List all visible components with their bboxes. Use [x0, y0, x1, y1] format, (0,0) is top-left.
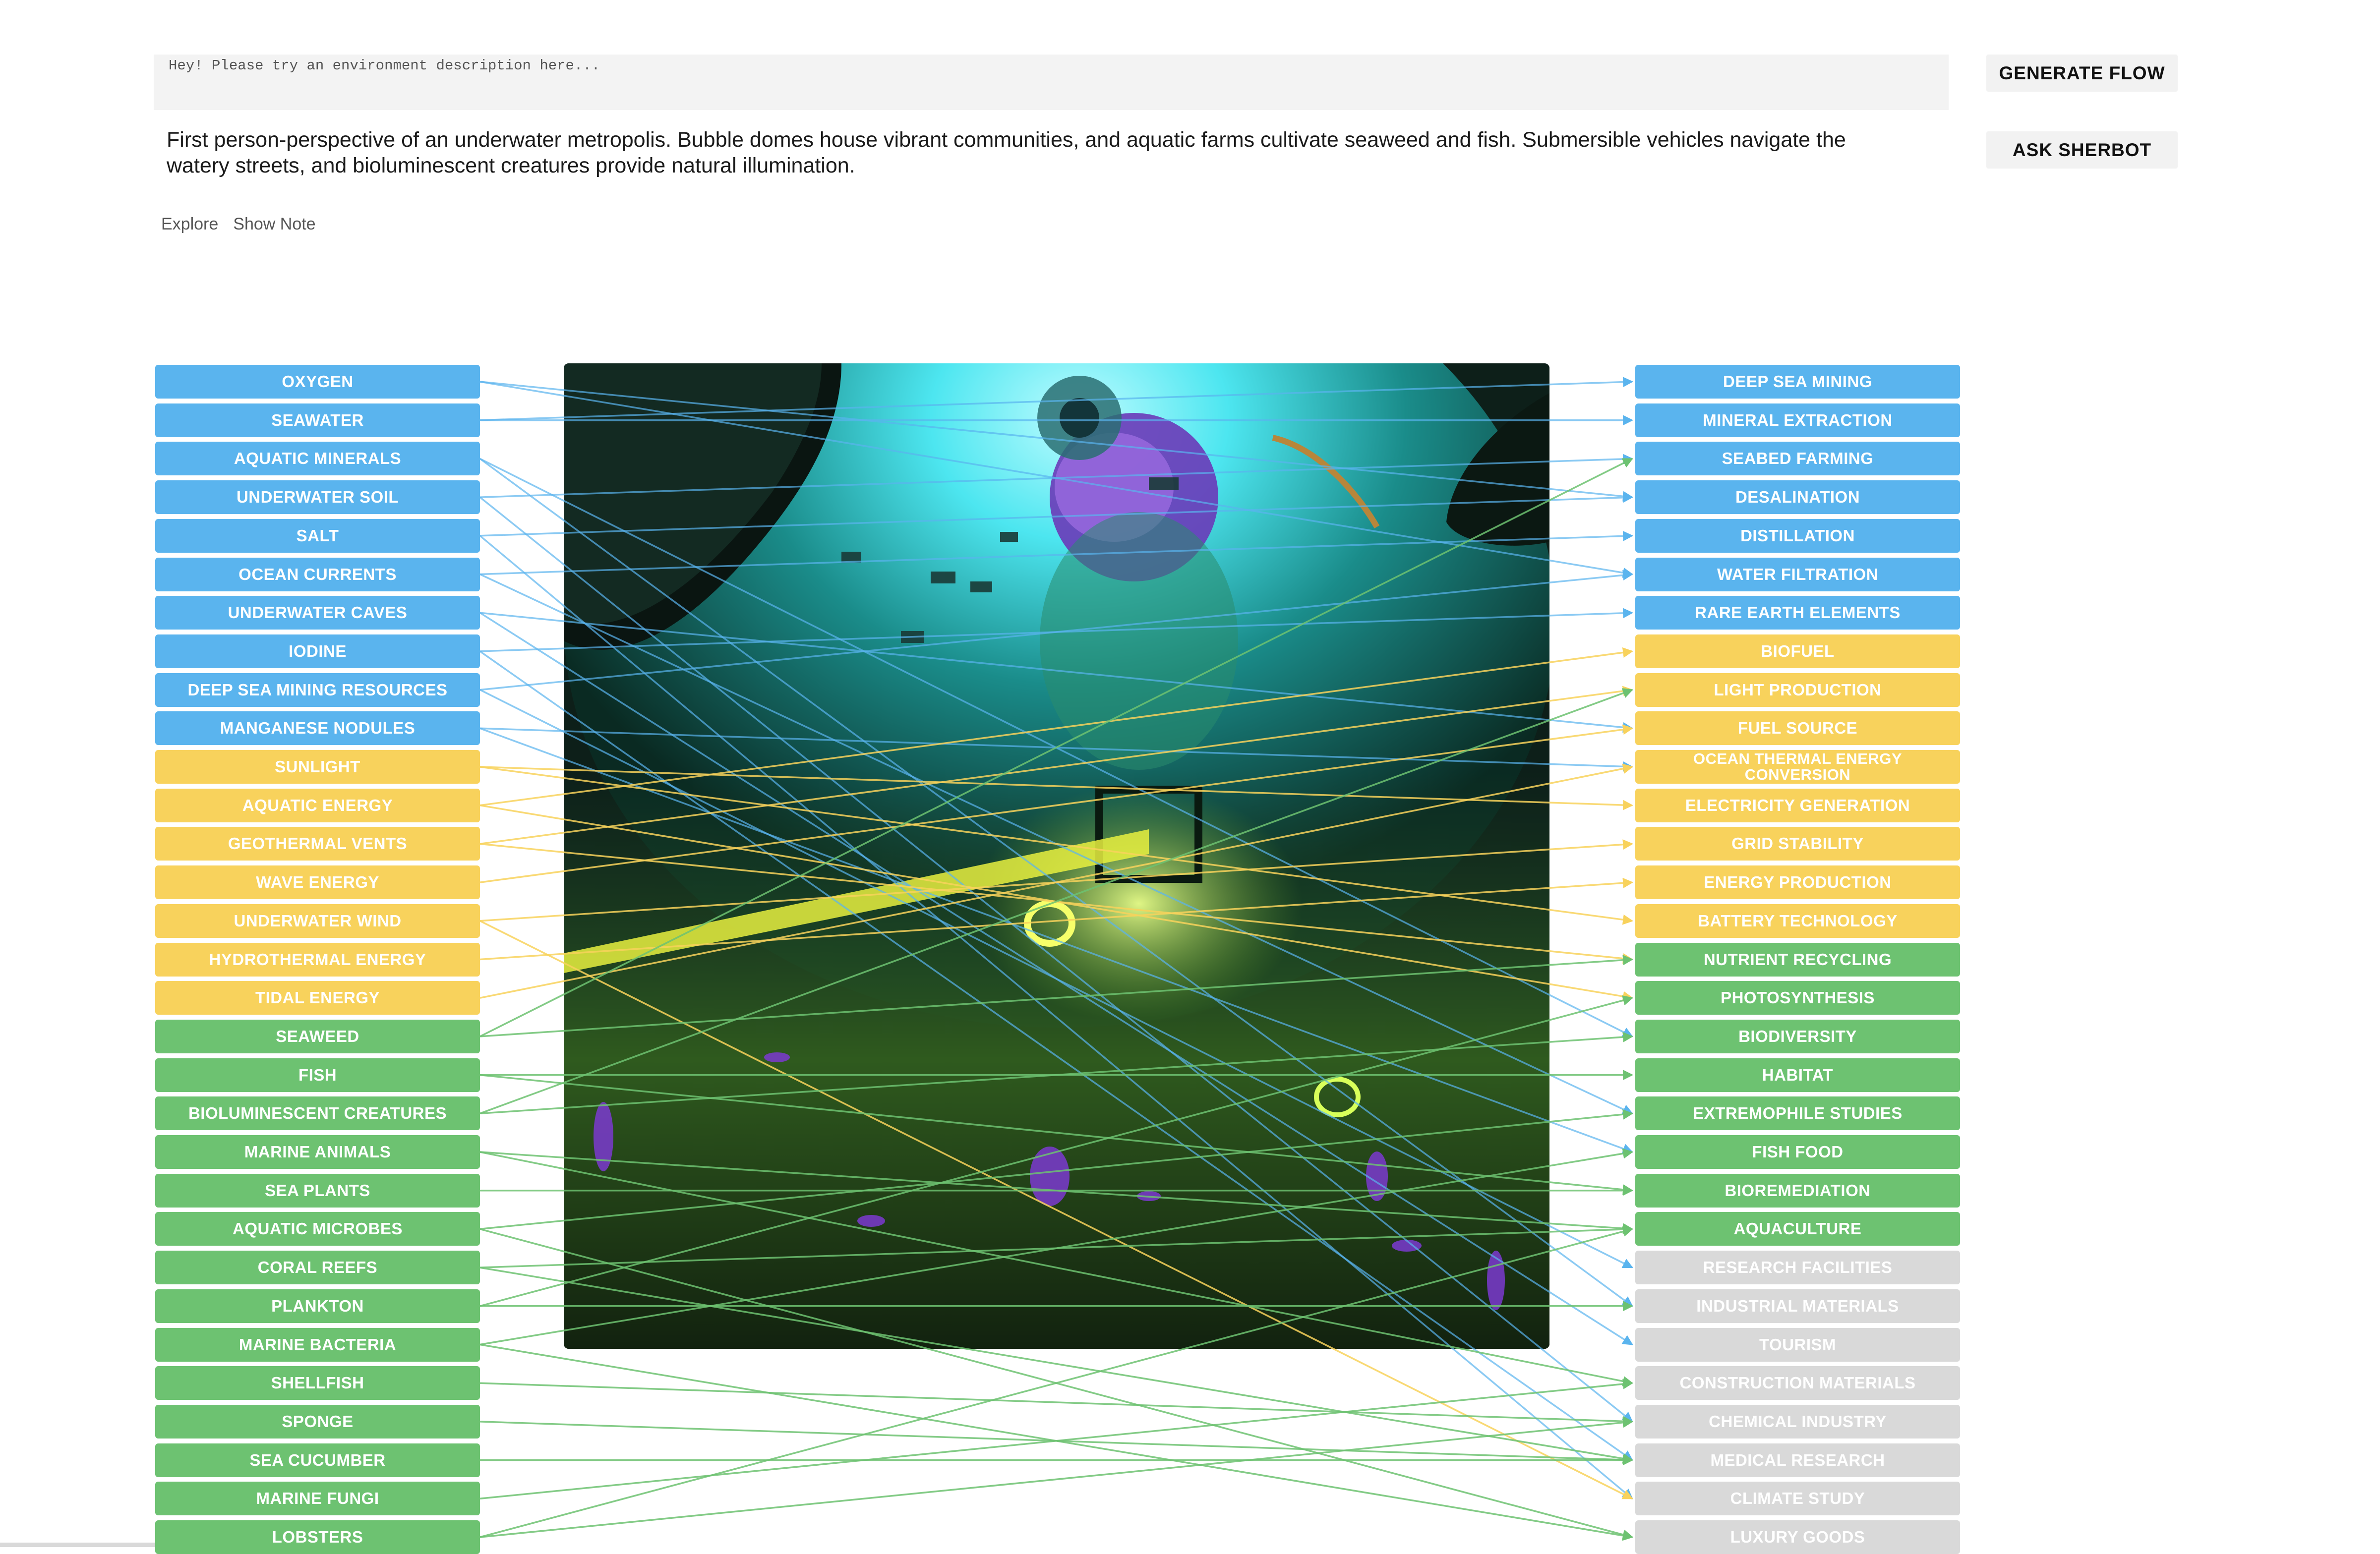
environment-description: First person-perspective of an underwate… [167, 128, 1846, 177]
right-node-distillation[interactable]: DISTILLATION [1635, 518, 1960, 553]
left-node-underwater-caves[interactable]: UNDERWATER CAVES [155, 596, 480, 630]
right-node-climate-study[interactable]: CLIMATE STUDY [1635, 1482, 1960, 1516]
right-node-habitat[interactable]: HABITAT [1635, 1058, 1960, 1092]
flow-link [479, 1421, 1634, 1465]
right-node-aquaculture[interactable]: AQUACULTURE [1635, 1212, 1960, 1246]
right-node-research-facilities[interactable]: RESEARCH FACILITIES [1635, 1251, 1960, 1285]
right-node-fuel-source[interactable]: FUEL SOURCE [1635, 711, 1960, 746]
left-node-aquatic-energy[interactable]: AQUATIC ENERGY [155, 788, 480, 822]
left-node-hydrothermal-energy[interactable]: HYDROTHERMAL ENERGY [155, 942, 480, 977]
right-node-fish-food[interactable]: FISH FOOD [1635, 1135, 1960, 1169]
left-node-aquatic-microbes[interactable]: AQUATIC MICROBES [155, 1212, 480, 1246]
right-node-grid-stability[interactable]: GRID STABILITY [1635, 827, 1960, 861]
right-node-ocean-thermal-energy-conversion[interactable]: OCEAN THERMAL ENERGY CONVERSION [1635, 750, 1960, 784]
right-node-rare-earth-elements[interactable]: RARE EARTH ELEMENTS [1635, 596, 1960, 630]
tab-explore[interactable]: Explore [161, 215, 219, 233]
left-node-deep-sea-mining-resources[interactable]: DEEP SEA MINING RESOURCES [155, 673, 480, 707]
left-node-geothermal-vents[interactable]: GEOTHERMAL VENTS [155, 827, 480, 861]
right-node-nutrient-recycling[interactable]: NUTRIENT RECYCLING [1635, 942, 1960, 977]
left-node-bioluminescent-creatures[interactable]: BIOLUMINESCENT CREATURES [155, 1096, 480, 1131]
right-node-medical-research[interactable]: MEDICAL RESEARCH [1635, 1443, 1960, 1477]
environment-input[interactable]: Hey! Please try an environment descripti… [154, 55, 1949, 110]
generate-flow-button[interactable]: GENERATE FLOW [1986, 55, 2178, 92]
view-tabs: Explore Show Note [161, 215, 316, 234]
underwater-metropolis-image [564, 363, 1549, 1349]
right-node-luxury-goods[interactable]: LUXURY GOODS [1635, 1520, 1960, 1554]
left-node-seawater[interactable]: SEAWATER [155, 403, 480, 437]
right-node-construction-materials[interactable]: CONSTRUCTION MATERIALS [1635, 1366, 1960, 1400]
right-node-energy-production[interactable]: ENERGY PRODUCTION [1635, 865, 1960, 900]
left-node-oxygen[interactable]: OXYGEN [155, 365, 480, 399]
left-node-iodine[interactable]: IODINE [155, 634, 480, 668]
right-node-water-filtration[interactable]: WATER FILTRATION [1635, 557, 1960, 591]
left-node-sea-cucumber[interactable]: SEA CUCUMBER [155, 1443, 480, 1477]
right-node-seabed-farming[interactable]: SEABED FARMING [1635, 442, 1960, 476]
right-node-biodiversity[interactable]: BIODIVERSITY [1635, 1019, 1960, 1053]
right-node-mineral-extraction[interactable]: MINERAL EXTRACTION [1635, 403, 1960, 437]
right-node-bioremediation[interactable]: BIOREMEDIATION [1635, 1173, 1960, 1208]
left-node-fish[interactable]: FISH [155, 1058, 480, 1092]
left-node-shellfish[interactable]: SHELLFISH [155, 1366, 480, 1400]
left-node-seaweed[interactable]: SEAWEED [155, 1019, 480, 1053]
left-node-marine-fungi[interactable]: MARINE FUNGI [155, 1482, 480, 1516]
left-node-sea-plants[interactable]: SEA PLANTS [155, 1173, 480, 1208]
left-node-marine-bacteria[interactable]: MARINE BACTERIA [155, 1327, 480, 1362]
right-node-industrial-materials[interactable]: INDUSTRIAL MATERIALS [1635, 1289, 1960, 1323]
left-node-aquatic-minerals[interactable]: AQUATIC MINERALS [155, 442, 480, 476]
right-node-deep-sea-mining[interactable]: DEEP SEA MINING [1635, 365, 1960, 399]
left-node-manganese-nodules[interactable]: MANGANESE NODULES [155, 711, 480, 746]
environment-input-placeholder: Hey! Please try an environment descripti… [169, 58, 600, 74]
ask-sherbot-button[interactable]: ASK SHERBOT [1986, 131, 2178, 169]
flow-link [479, 1343, 1634, 1541]
left-node-ocean-currents[interactable]: OCEAN CURRENTS [155, 557, 480, 591]
right-node-chemical-industry[interactable]: CHEMICAL INDUSTRY [1635, 1404, 1960, 1439]
left-node-plankton[interactable]: PLANKTON [155, 1289, 480, 1323]
right-node-tourism[interactable]: TOURISM [1635, 1327, 1960, 1362]
left-node-tidal-energy[interactable]: TIDAL ENERGY [155, 981, 480, 1015]
right-node-electricity-generation[interactable]: ELECTRICITY GENERATION [1635, 788, 1960, 822]
left-node-underwater-wind[interactable]: UNDERWATER WIND [155, 904, 480, 938]
right-node-battery-technology[interactable]: BATTERY TECHNOLOGY [1635, 904, 1960, 938]
left-node-lobsters[interactable]: LOBSTERS [155, 1520, 480, 1554]
left-node-sponge[interactable]: SPONGE [155, 1404, 480, 1439]
left-node-sunlight[interactable]: SUNLIGHT [155, 750, 480, 784]
right-node-photosynthesis[interactable]: PHOTOSYNTHESIS [1635, 981, 1960, 1015]
left-node-salt[interactable]: SALT [155, 518, 480, 553]
left-node-wave-energy[interactable]: WAVE ENERGY [155, 865, 480, 900]
flow-link [479, 1379, 1634, 1500]
flow-link [479, 1382, 1634, 1427]
left-node-coral-reefs[interactable]: CORAL REEFS [155, 1251, 480, 1285]
left-node-underwater-soil[interactable]: UNDERWATER SOIL [155, 480, 480, 515]
left-node-marine-animals[interactable]: MARINE ANIMALS [155, 1135, 480, 1169]
flow-link [479, 1417, 1634, 1538]
right-node-desalination[interactable]: DESALINATION [1635, 480, 1960, 515]
right-node-extremophile-studies[interactable]: EXTREMOPHILE STUDIES [1635, 1096, 1960, 1131]
tab-show-note[interactable]: Show Note [233, 215, 316, 233]
right-node-biofuel[interactable]: BIOFUEL [1635, 634, 1960, 668]
right-node-light-production[interactable]: LIGHT PRODUCTION [1635, 673, 1960, 707]
